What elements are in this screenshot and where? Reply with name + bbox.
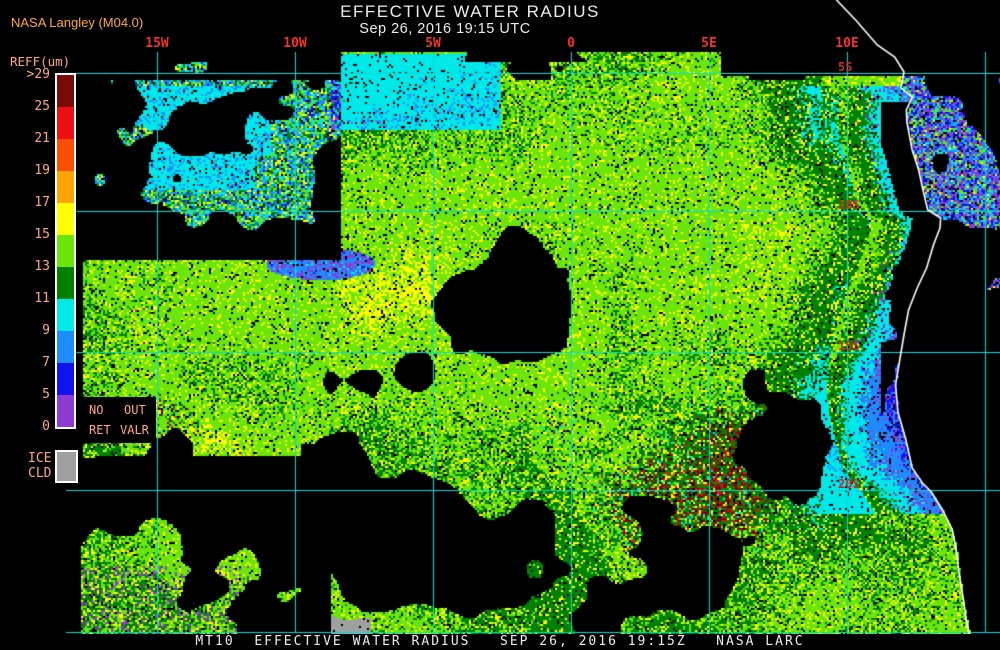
latitude-label-10S: 10S <box>838 198 860 212</box>
colorbar-tick-0: 0 <box>42 419 50 434</box>
footer-caption: MT10 EFFECTIVE WATER RADIUS SEP 26, 2016… <box>195 634 805 649</box>
ice-cloud-label-line2: CLD <box>28 466 52 481</box>
colorbar-tick-21: 21 <box>34 131 50 146</box>
timestamp-label: Sep 26, 2016 19:15 UTC <box>359 21 531 37</box>
latitude-label-5S: 5S <box>838 60 853 74</box>
longitude-label-5E: 5E <box>701 36 717 51</box>
colorbar-segment-7-9 <box>57 331 74 363</box>
colorbar-segment-17-19 <box>57 171 74 203</box>
longitude-label-5W: 5W <box>425 36 441 51</box>
longitude-label-15W: 15W <box>145 36 169 51</box>
colorbar-segment-19-21 <box>57 139 74 171</box>
colorbar-segment-5-7 <box>57 363 74 395</box>
colorbar-segment-13-15 <box>57 235 74 267</box>
colorbar-tick-25: 25 <box>34 99 50 114</box>
flag-valr-label: VALR <box>120 423 149 437</box>
colorbar-segment-9-11 <box>57 299 74 331</box>
colorbar-tick-19: 19 <box>34 163 50 178</box>
flag-no-label: NO <box>89 403 104 417</box>
colorbar-tick-7: 7 <box>42 355 50 370</box>
ice-cloud-swatch <box>55 450 78 483</box>
colorbar-tick-11: 11 <box>34 291 50 306</box>
longitude-label-0: 0 <box>567 36 575 51</box>
colorbar-segment-25->29 <box>57 75 74 107</box>
colorbar-segment-0-5 <box>57 395 74 427</box>
latitude-label-20S: 20S <box>838 477 860 491</box>
flag-out-label: OUT <box>124 403 146 417</box>
colorbar-tick-5: 5 <box>42 387 50 402</box>
ice-cloud-label-line1: ICE <box>28 451 52 466</box>
colorbar-tick-13: 13 <box>34 259 50 274</box>
colorbar-tick-15: 15 <box>34 227 50 242</box>
colorbar-tick-17: 17 <box>34 195 50 210</box>
longitude-label-10E: 10E <box>835 36 859 51</box>
footer-bar: MT10 EFFECTIVE WATER RADIUS SEP 26, 2016… <box>0 634 1000 650</box>
colorbar-tick->29: >29 <box>26 67 50 82</box>
no-retrieval-legend: NO OUT RET VALR <box>77 397 156 443</box>
colorbar <box>55 73 76 429</box>
credit-label: NASA Langley (M04.0) <box>11 15 144 30</box>
colorbar-tick-9: 9 <box>42 323 50 338</box>
colorbar-segment-11-13 <box>57 267 74 299</box>
colorbar-segment-15-17 <box>57 203 74 235</box>
legend-title: REFF(um) <box>10 54 71 69</box>
latitude-label-15S: 15S <box>838 339 860 353</box>
colorbar-segment-21-25 <box>57 107 74 139</box>
flag-ret-label: RET <box>89 423 111 437</box>
page-title: EFFECTIVE WATER RADIUS <box>340 2 600 21</box>
longitude-label-10W: 10W <box>283 36 307 51</box>
